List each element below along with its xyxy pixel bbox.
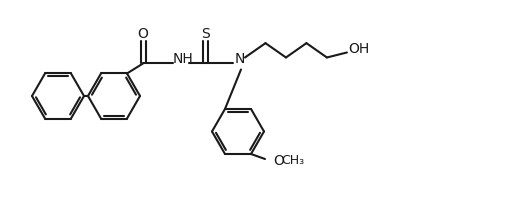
Text: CH₃: CH₃	[281, 154, 305, 168]
Text: NH: NH	[173, 52, 194, 67]
Text: N: N	[235, 52, 245, 67]
Text: O: O	[138, 28, 148, 42]
Text: OH: OH	[348, 43, 369, 56]
Text: O: O	[274, 154, 284, 168]
Text: S: S	[201, 28, 209, 42]
